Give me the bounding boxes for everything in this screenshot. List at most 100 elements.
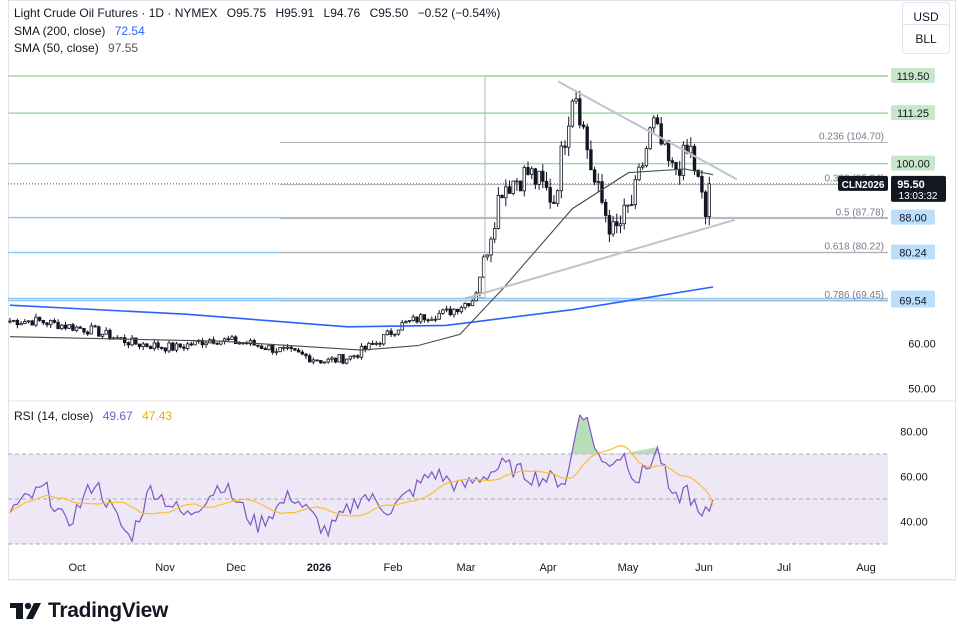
- fib-label-0.618: 0.618 (80.22): [825, 242, 885, 253]
- tradingview-icon: [10, 602, 41, 619]
- candle-body: [300, 351, 304, 355]
- candle-body: [381, 334, 386, 345]
- candle-body: [89, 325, 94, 335]
- time-axis-label: Aug: [856, 562, 876, 574]
- candle-body: [504, 186, 508, 199]
- candle-body: [589, 149, 593, 171]
- candle-body: [78, 326, 82, 329]
- rsi-tick-label: 80.00: [900, 427, 928, 439]
- candle-body: [215, 342, 219, 345]
- candle-body: [126, 342, 131, 346]
- candle-body: [463, 303, 467, 308]
- candle-body: [270, 345, 275, 353]
- candle-body: [159, 347, 164, 349]
- candle-body: [19, 323, 23, 326]
- low-value: L94.76: [323, 6, 361, 20]
- candle-body: [618, 223, 623, 227]
- candle-body: [330, 357, 334, 360]
- candle-body: [26, 320, 31, 323]
- candle-body: [437, 312, 441, 320]
- candle-body: [689, 145, 693, 154]
- candle-body: [274, 351, 279, 354]
- candle-body: [396, 329, 401, 335]
- candle-body: [108, 329, 112, 340]
- candle-body: [148, 346, 153, 350]
- candle-body: [134, 337, 138, 345]
- candle-body: [156, 342, 160, 348]
- time-axis-label: 2026: [307, 562, 331, 574]
- time-axis-label: Jun: [695, 562, 713, 574]
- sma50-legend[interactable]: SMA (50, close) 97.55: [14, 41, 138, 55]
- candle-body: [563, 145, 567, 148]
- price-tick-label: 60.00: [908, 338, 936, 350]
- rsi-legend[interactable]: RSI (14, close) 49.67 47.43: [14, 409, 172, 423]
- rsi-ma-line: [9, 445, 714, 517]
- time-axis-label: Dec: [226, 562, 246, 574]
- rsi-label: RSI (14, close): [14, 409, 94, 423]
- candle-body: [37, 316, 42, 321]
- symbol-tag-bg: [838, 175, 888, 191]
- candle-body: [52, 320, 57, 323]
- candle-body: [178, 343, 182, 348]
- ohlc-legend: Light Crude Oil Futures · 1D · NYMEX O95…: [14, 6, 500, 20]
- symbol-tag-text: CLN2026: [842, 180, 885, 191]
- sma50-line: [9, 168, 714, 351]
- candle-body: [470, 300, 475, 307]
- candle-body: [629, 204, 634, 207]
- tradingview-logo[interactable]: TradingView: [10, 598, 168, 624]
- last-price-tag-bg: [891, 175, 946, 202]
- sma200-value: 72.54: [114, 24, 145, 38]
- candle-body: [71, 324, 75, 331]
- candle-body: [171, 342, 175, 351]
- price-tick-label: 50.00: [908, 383, 936, 395]
- candle-body: [637, 166, 641, 181]
- brand-name: TradingView: [48, 599, 169, 622]
- candle-body: [45, 322, 49, 326]
- candle-body: [363, 345, 367, 350]
- candle-body: [467, 303, 471, 307]
- level-tag-100.00: [891, 155, 935, 171]
- candle-body: [530, 168, 534, 175]
- candle-body: [474, 292, 478, 302]
- candle-body: [11, 319, 16, 322]
- candle-body: [130, 337, 134, 346]
- candle-body: [222, 338, 227, 342]
- candle-body: [56, 321, 60, 330]
- candle-body: [344, 358, 349, 364]
- level-tag-80.24: [891, 244, 935, 260]
- level-tag-text-88.00: 88.00: [899, 213, 927, 225]
- candle-body: [385, 330, 390, 336]
- candle-body: [492, 228, 497, 240]
- candle-body: [552, 201, 556, 204]
- fib-label-0.5: 0.5 (87.78): [836, 208, 884, 219]
- candle-body: [182, 346, 186, 349]
- countdown-text: 13:03:32: [899, 191, 938, 202]
- candle-body: [189, 343, 193, 346]
- candle-body: [370, 343, 375, 345]
- candle-body: [500, 195, 504, 199]
- rsi-ma-value: 47.43: [142, 409, 173, 423]
- candle-body: [319, 360, 323, 364]
- candle-body: [393, 333, 397, 336]
- candle-body: [541, 170, 545, 182]
- candle-body: [707, 183, 711, 218]
- candle-body: [441, 309, 445, 314]
- candle-body: [652, 117, 656, 129]
- sma200-line: [9, 286, 714, 328]
- unit-button[interactable]: BLL: [902, 24, 950, 54]
- candle-body: [515, 180, 519, 183]
- time-axis-label: Oct: [68, 562, 85, 574]
- rsi-tick-label: 60.00: [900, 472, 928, 484]
- candle-body: [433, 318, 438, 321]
- candle-body: [137, 343, 142, 348]
- sma200-legend[interactable]: SMA (200, close) 72.54: [14, 24, 145, 38]
- candles-group: [8, 90, 711, 365]
- candle-body: [41, 320, 45, 324]
- candle-body: [404, 321, 408, 324]
- candle-body: [145, 343, 149, 347]
- candle-body: [378, 342, 382, 345]
- candle-body: [611, 221, 615, 235]
- candle-body: [226, 338, 230, 341]
- candle-body: [152, 342, 156, 350]
